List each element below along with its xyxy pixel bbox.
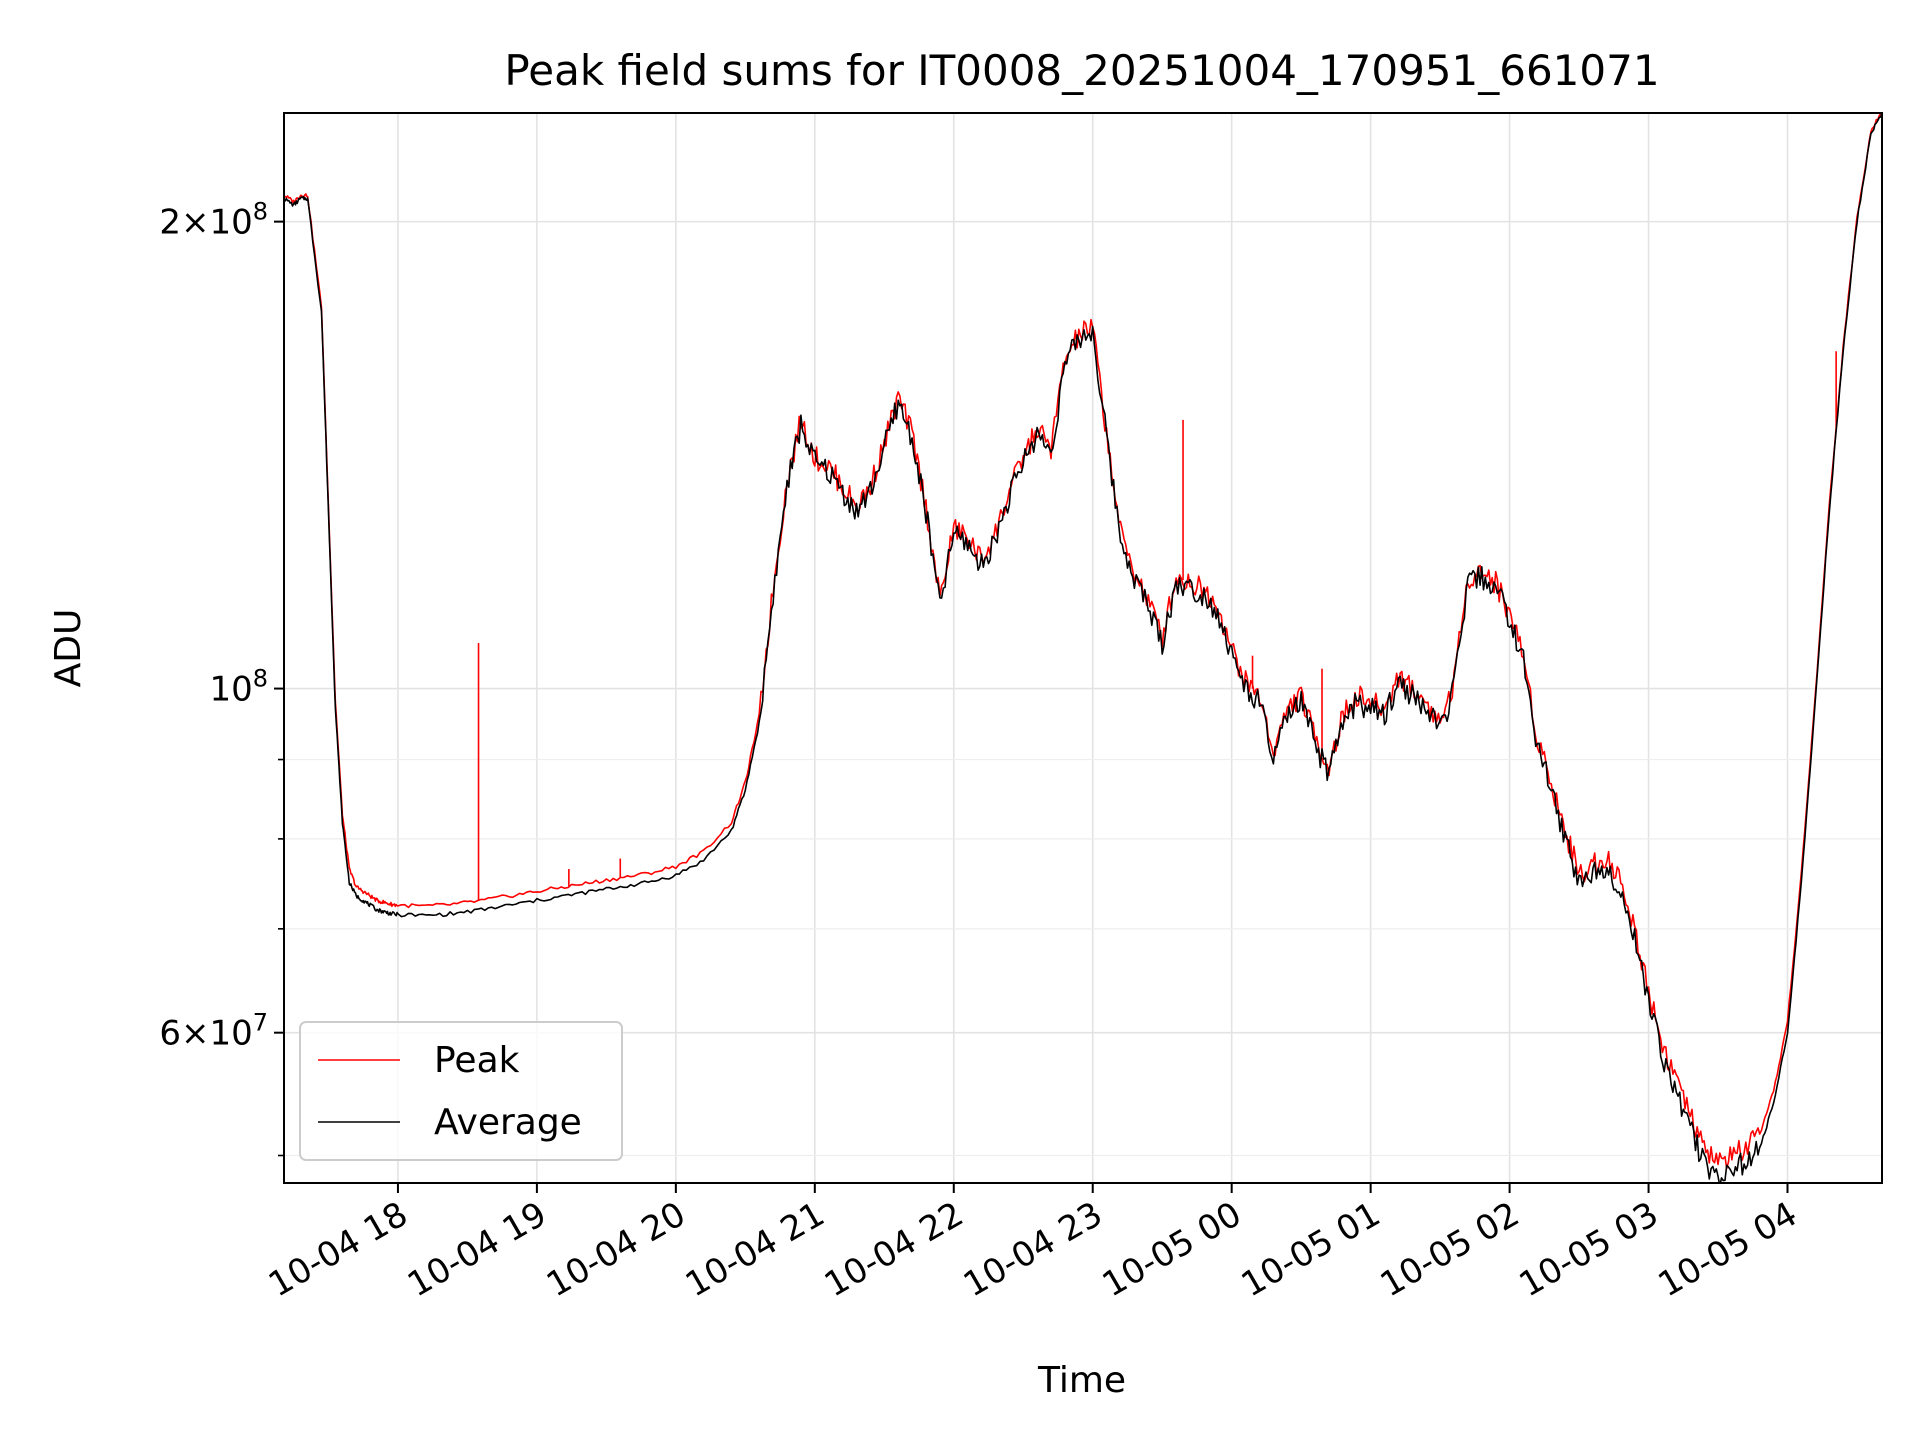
- chart-title: Peak field sums for IT0008_20251004_1709…: [504, 46, 1659, 95]
- series-line-peak: [284, 113, 1882, 1170]
- legend-peak-label: Peak: [434, 1040, 520, 1081]
- x-axis-label: Time: [1037, 1360, 1126, 1401]
- y-axis: 6×107 108 2×108: [159, 198, 284, 1157]
- legend-average-label: Average: [434, 1102, 582, 1143]
- y-tick-label: 6×107: [159, 1009, 268, 1054]
- x-tick-label: 10-05 02: [1374, 1194, 1526, 1305]
- y-axis-label: ADU: [48, 609, 89, 688]
- y-tick-label: 2×108: [159, 198, 268, 243]
- x-tick-label: 10-05 01: [1235, 1194, 1387, 1305]
- x-tick-label: 10-04 22: [818, 1194, 970, 1305]
- x-tick-label: 10-04 18: [262, 1194, 414, 1305]
- legend: Peak Average: [299, 1021, 623, 1161]
- x-tick-label: 10-05 00: [1096, 1194, 1248, 1305]
- plot-area: [284, 113, 1882, 1183]
- x-tick-label: 10-04 23: [957, 1194, 1109, 1305]
- series-line-average: [284, 113, 1882, 1183]
- x-tick-label: 10-05 03: [1513, 1194, 1665, 1305]
- x-tick-label: 10-04 19: [401, 1194, 553, 1305]
- x-tick-label: 10-04 20: [540, 1194, 692, 1305]
- x-tick-label: 10-04 21: [679, 1194, 831, 1305]
- legend-box: [299, 1021, 623, 1161]
- x-tick-label: 10-05 04: [1652, 1194, 1804, 1305]
- axes-frame: [283, 112, 1883, 1184]
- y-tick-label: 108: [209, 665, 268, 710]
